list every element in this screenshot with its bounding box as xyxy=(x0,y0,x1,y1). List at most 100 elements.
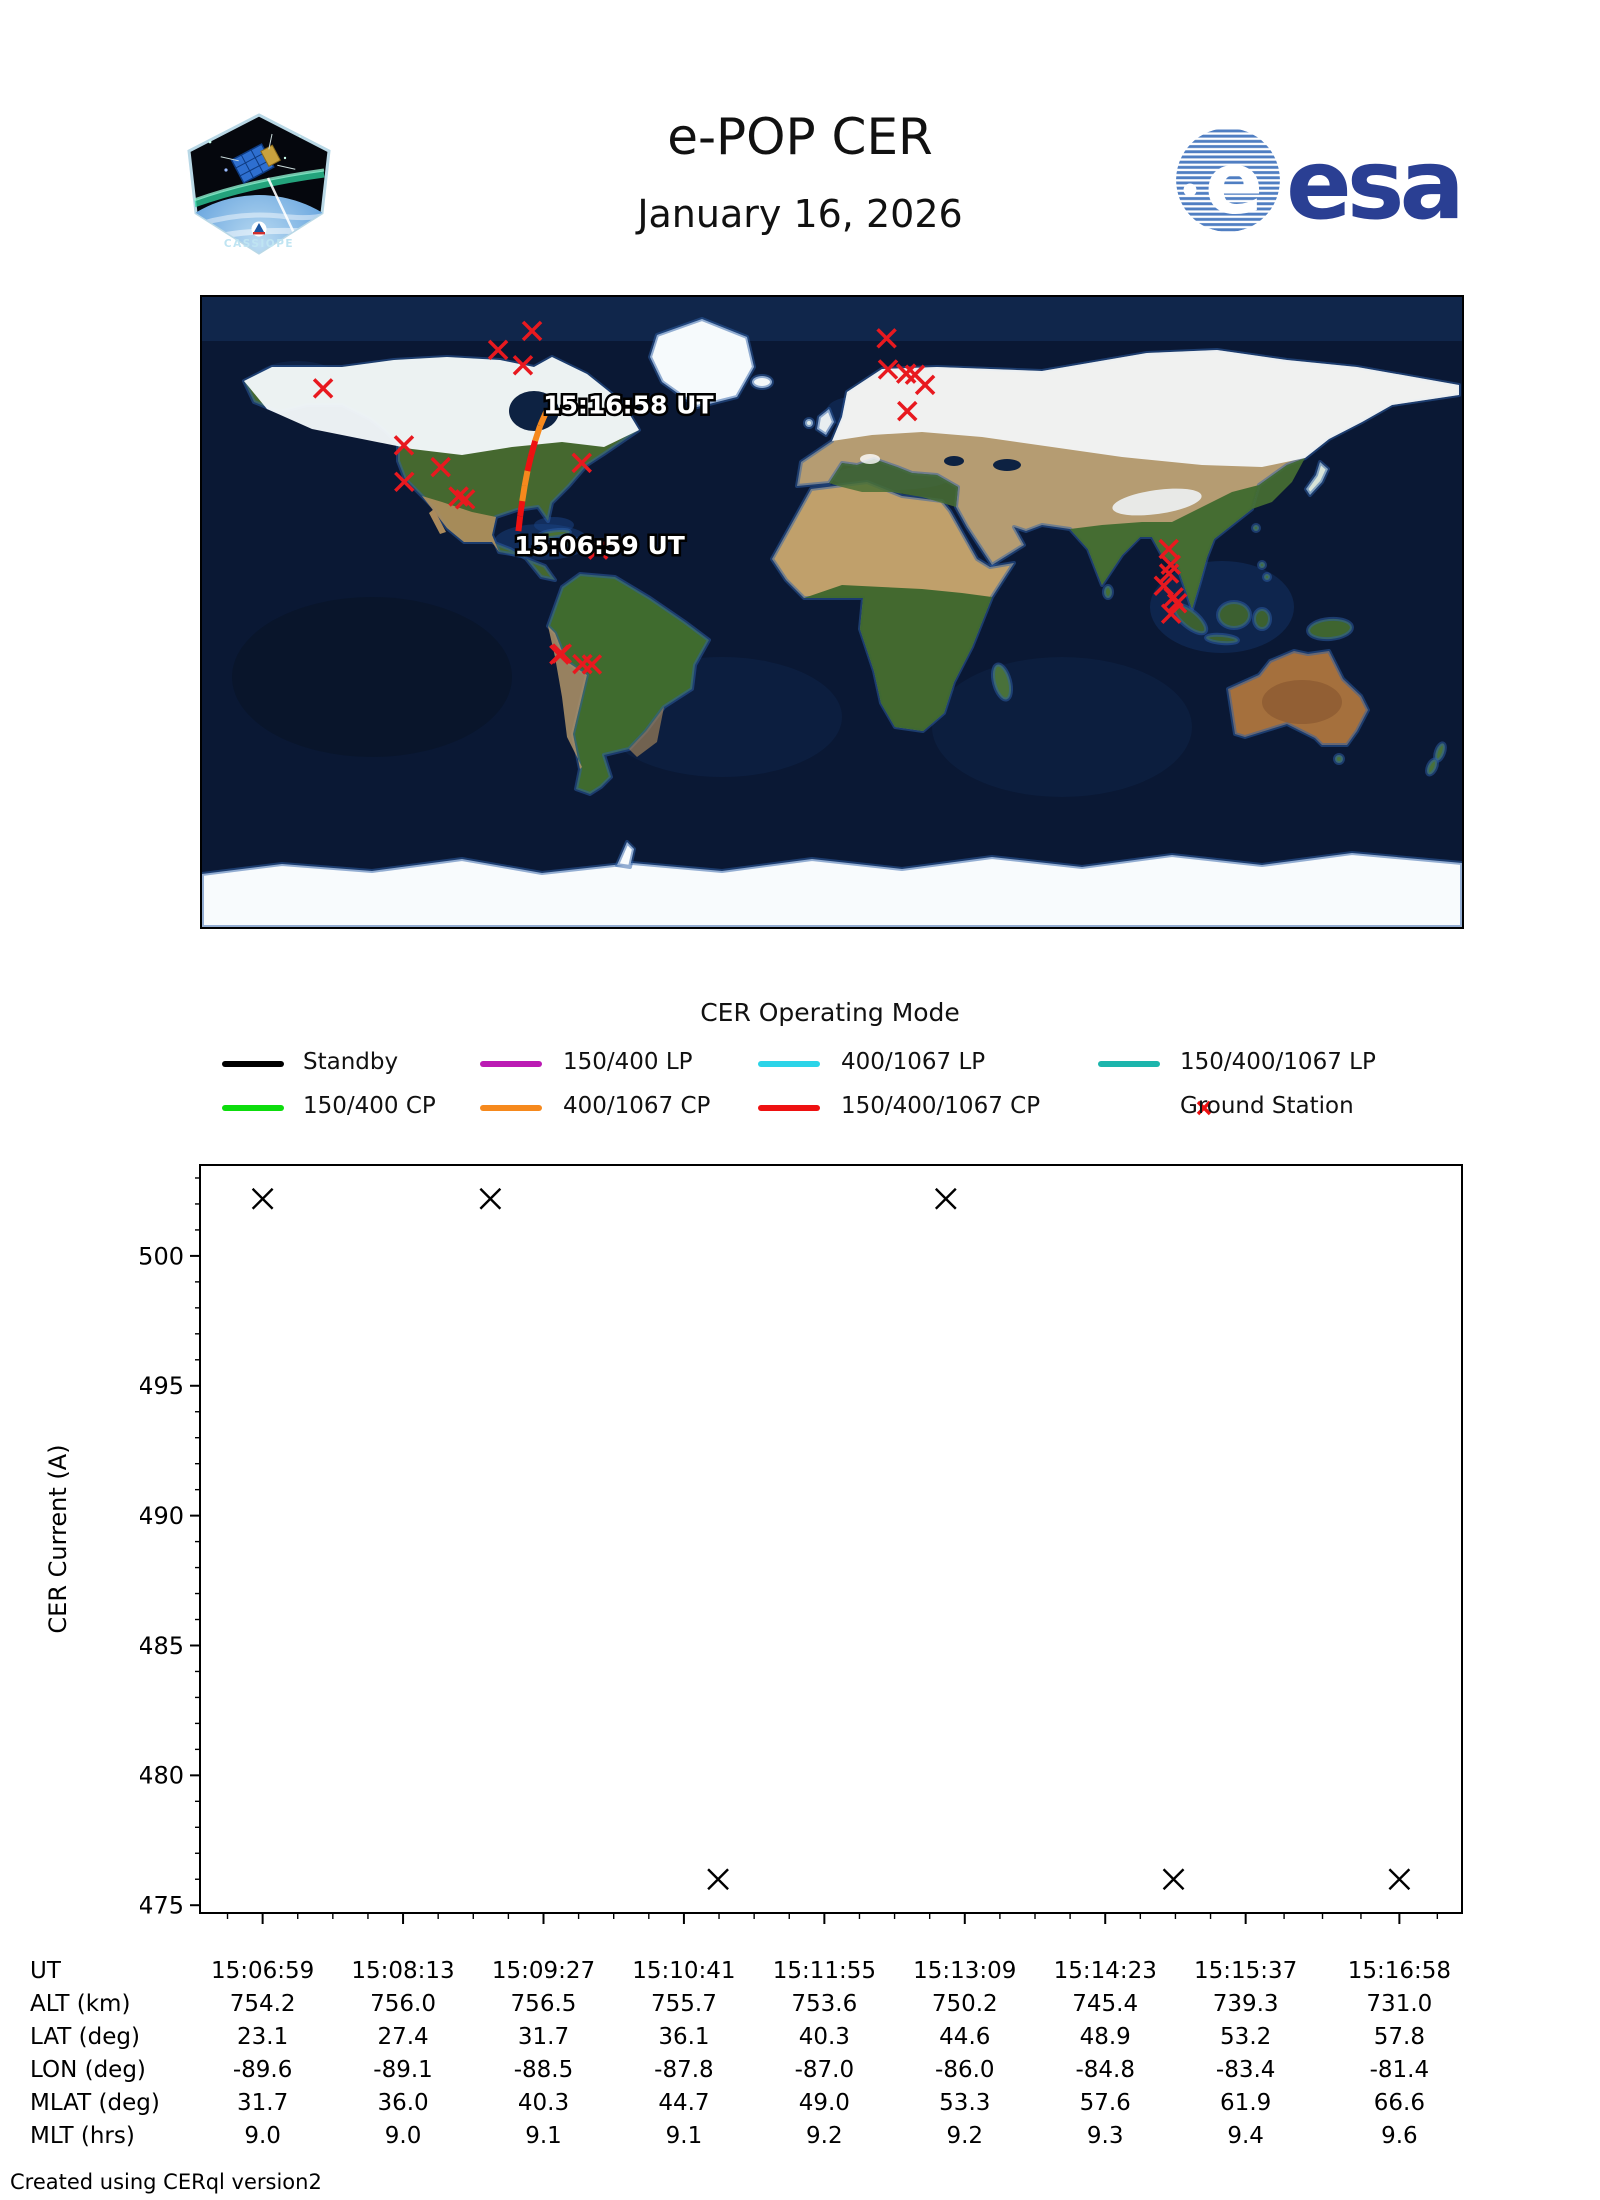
ground-station-marker xyxy=(1160,603,1182,624)
legend-swatch xyxy=(222,1105,284,1111)
table-cell: -83.4 xyxy=(1215,2057,1276,2083)
ground-station-marker xyxy=(454,489,476,510)
table-row-label: ALT (km) xyxy=(30,1991,131,2017)
table-cell: -87.0 xyxy=(794,2057,855,2083)
map-time-annotation: 15:16:58 UT xyxy=(543,391,713,420)
ground-station-marker xyxy=(512,355,534,376)
ground-track-segment xyxy=(537,408,550,427)
legend-item-label: Ground Station xyxy=(1180,1093,1354,1119)
legend-swatch xyxy=(222,1061,284,1067)
ground-station-marker xyxy=(1158,563,1180,584)
table-cell: -89.6 xyxy=(232,2057,293,2083)
legend-swatch xyxy=(758,1061,820,1067)
legend-item-label: 400/1067 CP xyxy=(563,1093,711,1119)
table-cell: 15:13:09 xyxy=(913,1958,1017,1984)
ground-station-marker xyxy=(312,378,334,399)
table-cell: 9.2 xyxy=(806,2123,843,2149)
table-cell: 9.0 xyxy=(244,2123,281,2149)
table-cell: 756.0 xyxy=(370,1991,436,2017)
ground-track-segment xyxy=(528,440,539,457)
table-row-label: LAT (deg) xyxy=(30,2024,140,2050)
table-cell: 9.4 xyxy=(1227,2123,1264,2149)
cassiope-mission-patch-icon: CASSIOPE xyxy=(180,112,338,258)
table-row-label: UT xyxy=(30,1958,61,1984)
ground-station-marker xyxy=(876,328,897,349)
table-cell: 9.1 xyxy=(525,2123,562,2149)
y-axis-label: CER Current (A) xyxy=(44,1444,72,1634)
table-cell: 66.6 xyxy=(1373,2090,1425,2116)
table-cell: -86.0 xyxy=(935,2057,995,2083)
table-cell: 745.4 xyxy=(1072,1991,1139,2017)
page-title: e-POP CER xyxy=(667,108,933,166)
ground-station-marker xyxy=(1166,593,1188,614)
table-cell: 9.3 xyxy=(1086,2123,1124,2149)
table-cell: 57.8 xyxy=(1373,2024,1425,2050)
table-cell: 754.2 xyxy=(229,1991,296,2017)
table-cell: -87.8 xyxy=(654,2057,714,2083)
legend-item-label: 400/1067 LP xyxy=(841,1049,986,1075)
data-point-marker xyxy=(479,1187,502,1210)
y-tick-label: 0.500 xyxy=(140,1242,184,1270)
y-tick-label: 0.490 xyxy=(140,1502,184,1530)
legend-item-label: 150/400/1067 LP xyxy=(1180,1049,1376,1075)
chart-axes xyxy=(190,1164,1463,1924)
table-cell: 9.2 xyxy=(946,2123,984,2149)
table-cell: 15:11:55 xyxy=(772,1958,876,1984)
table-cell: 44.6 xyxy=(939,2024,991,2050)
esa-logo: e esa xyxy=(1168,118,1478,241)
ground-station-marker xyxy=(581,654,603,675)
table-cell: 31.7 xyxy=(517,2024,570,2050)
data-point-marker xyxy=(1162,1868,1185,1891)
ground-station-marker xyxy=(914,374,936,396)
map-time-annotation: 15:06:59 UT xyxy=(514,531,684,560)
legend-swatch xyxy=(1098,1061,1160,1067)
table-cell: 48.9 xyxy=(1079,2024,1131,2050)
ground-station-marker xyxy=(549,644,570,665)
ground-station-marker xyxy=(393,435,415,456)
table-cell: -84.8 xyxy=(1075,2057,1135,2083)
table-cell: 756.5 xyxy=(510,1991,577,2017)
ground-station-marker xyxy=(571,452,592,474)
data-point-marker xyxy=(251,1187,274,1210)
ground-track-segment xyxy=(517,500,526,517)
legend-swatch xyxy=(480,1105,542,1111)
table-cell: 15:16:58 xyxy=(1347,1958,1452,1984)
legend-item-label: Standby xyxy=(303,1049,399,1075)
ground-station-marker xyxy=(521,320,543,342)
esa-mark-e: e xyxy=(1205,134,1263,233)
table-cell: 40.3 xyxy=(798,2024,850,2050)
cassiope-patch-label: CASSIOPE xyxy=(224,238,294,250)
legend-ground-station-icon xyxy=(1194,1098,1214,1122)
table-cell: 9.1 xyxy=(665,2123,703,2149)
table-cell: 753.6 xyxy=(791,1991,858,2017)
legend-item-label: 150/400/1067 CP xyxy=(841,1093,1041,1119)
table-cell: 755.7 xyxy=(650,1991,717,2017)
esa-wordmark: esa xyxy=(1286,128,1460,233)
map-data-layer: 15:16:58 UT 15:06:59 UT xyxy=(312,320,1188,675)
table-cell: -89.1 xyxy=(373,2057,433,2083)
table-cell: 15:15:37 xyxy=(1194,1958,1298,1984)
ground-track-segment xyxy=(524,455,534,472)
ground-station-marker xyxy=(587,539,609,560)
table-cell: 27.4 xyxy=(377,2024,429,2050)
y-tick-label: 0.480 xyxy=(140,1762,184,1790)
table-cell: 9.0 xyxy=(384,2123,422,2149)
table-cell: 23.1 xyxy=(237,2024,289,2050)
legend-item-label: 150/400 CP xyxy=(303,1093,436,1119)
data-point-marker xyxy=(934,1187,957,1210)
table-cell: 731.0 xyxy=(1366,1991,1433,2017)
y-tick-label: 0.485 xyxy=(140,1632,184,1660)
table-cell: 36.0 xyxy=(377,2090,429,2116)
ground-station-marker xyxy=(877,359,899,380)
table-cell: 15:06:59 xyxy=(210,1958,315,1984)
table-cell: 739.3 xyxy=(1212,1991,1279,2017)
legend-title: CER Operating Mode xyxy=(700,998,960,1027)
ground-track-segment xyxy=(515,515,524,532)
table-cell: 53.2 xyxy=(1220,2024,1272,2050)
ground-track-segment xyxy=(532,424,543,442)
table-cell: 15:14:23 xyxy=(1053,1958,1157,1984)
table-cell: 9.6 xyxy=(1381,2123,1418,2149)
ground-track-segment xyxy=(519,485,528,502)
table-cell: 61.9 xyxy=(1220,2090,1272,2116)
table-cell: 15:09:27 xyxy=(491,1958,596,1984)
